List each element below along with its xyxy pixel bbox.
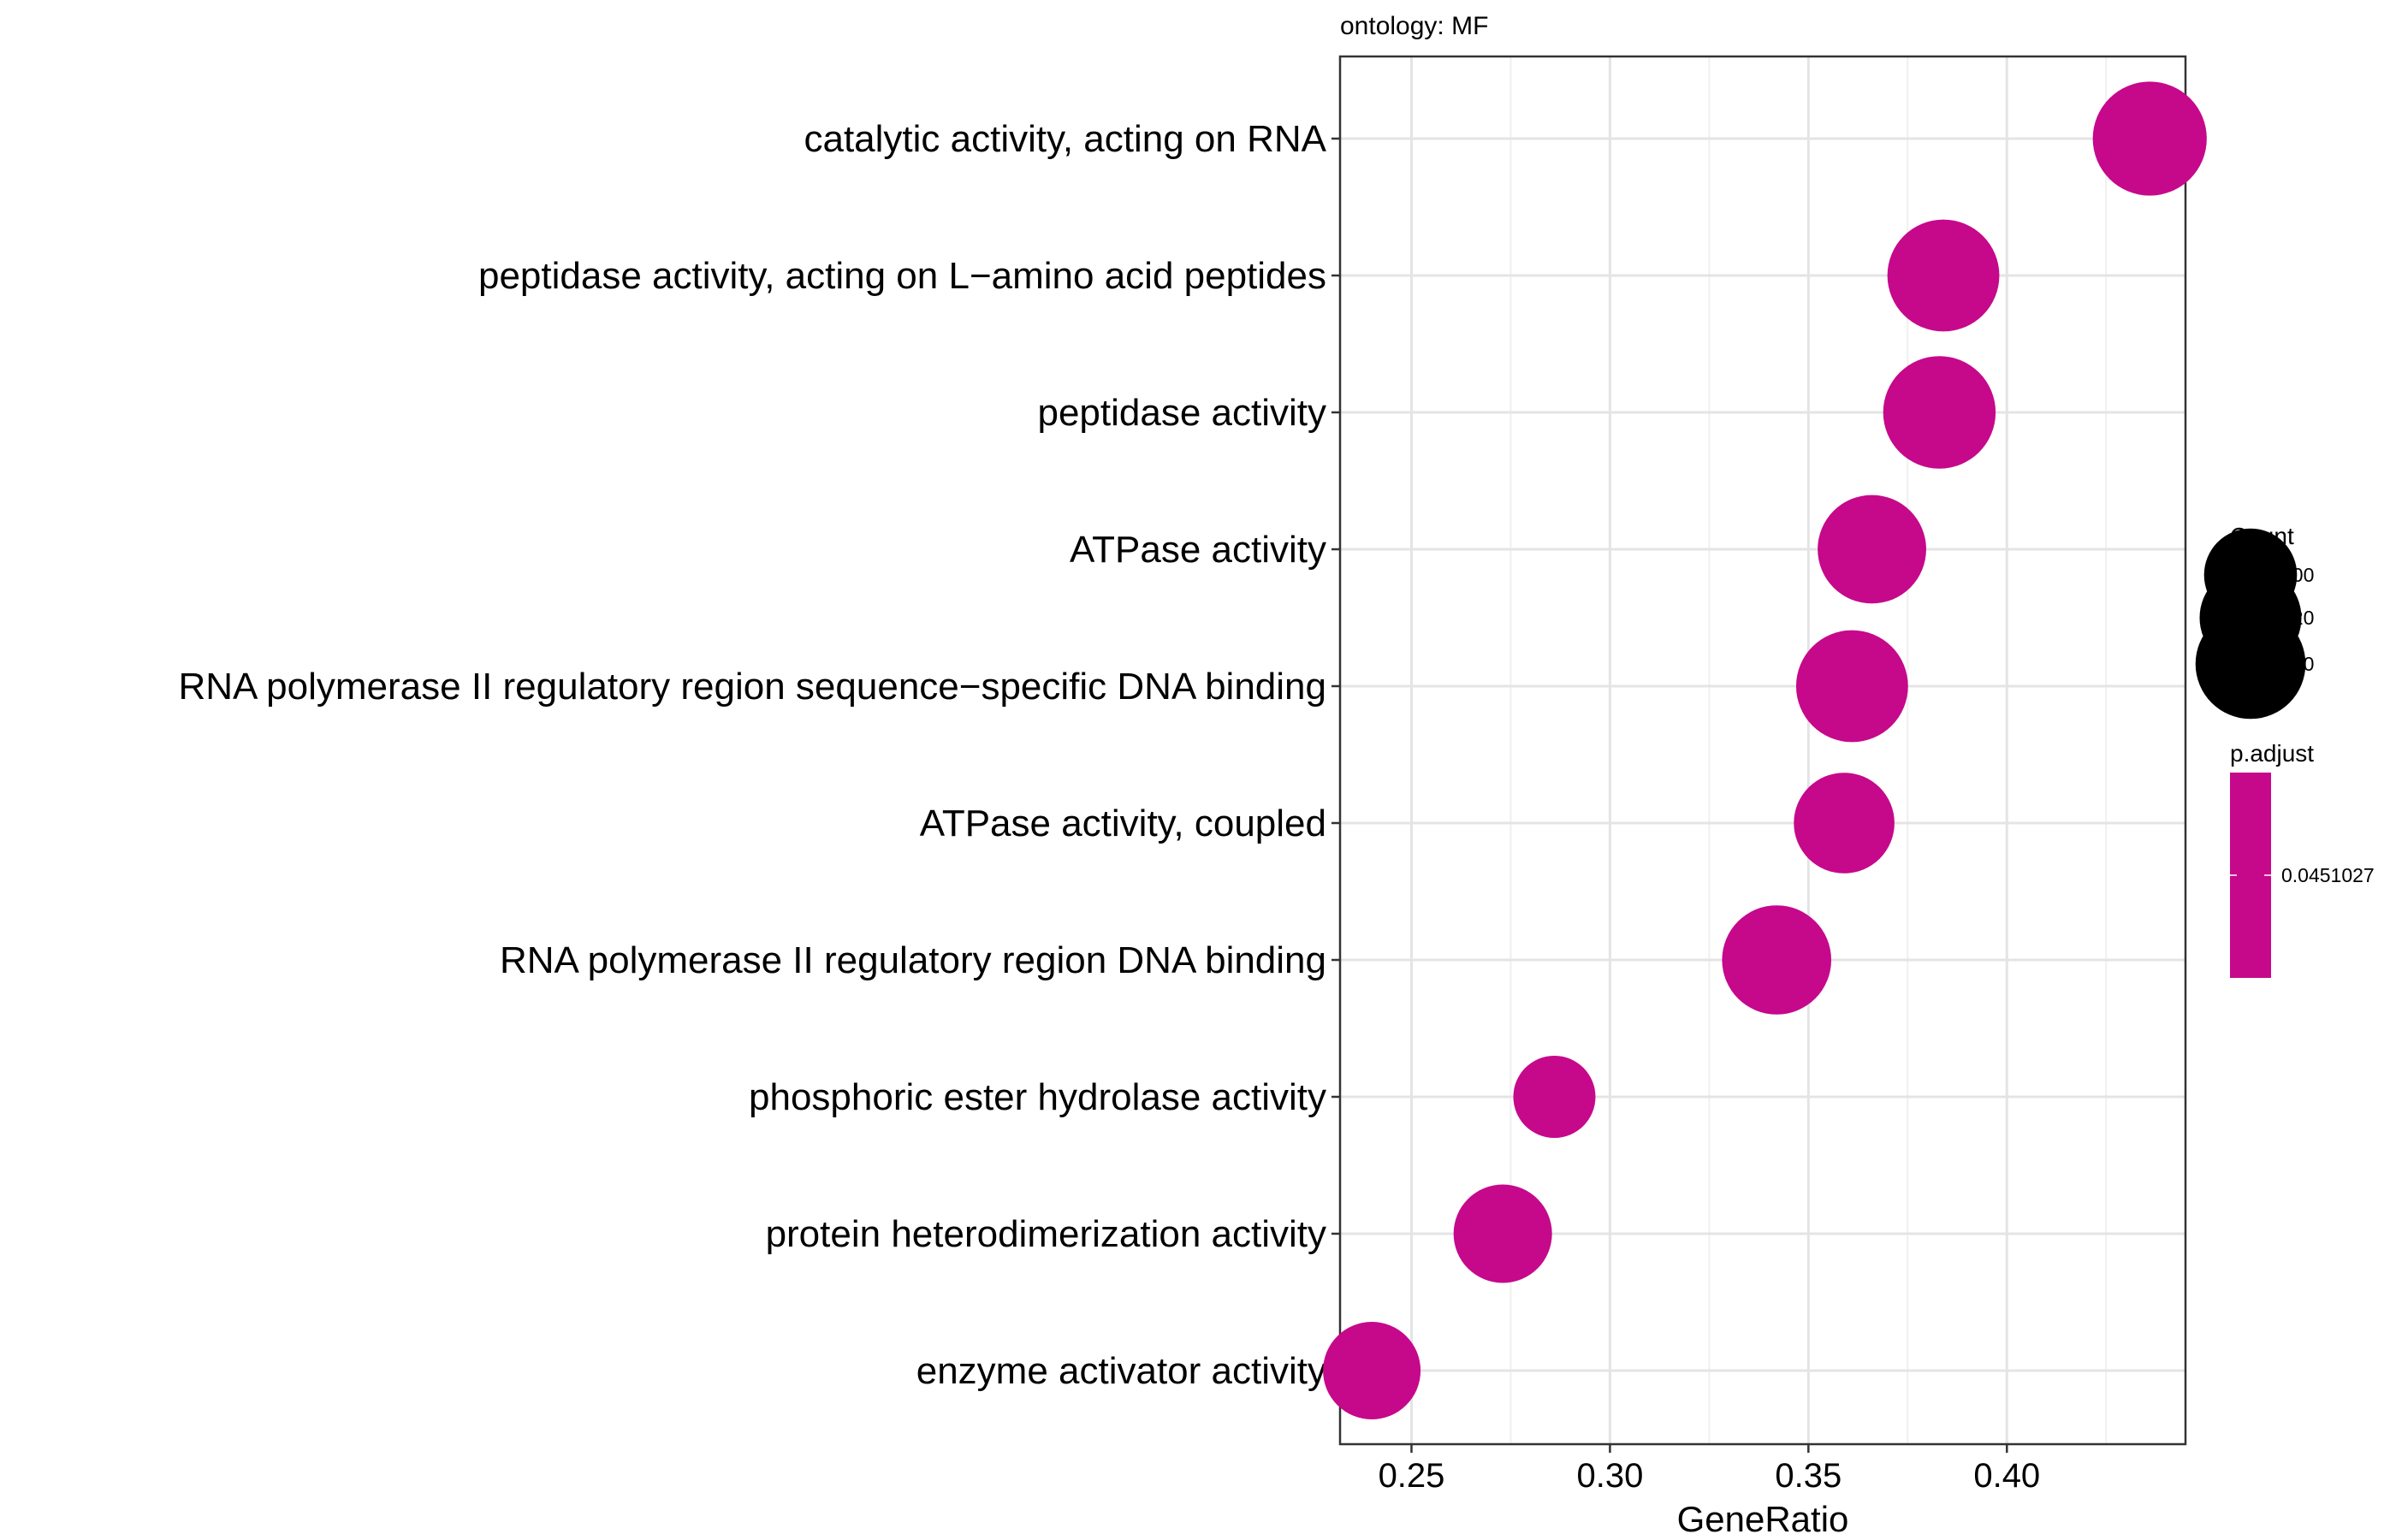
data-point (1818, 495, 1926, 604)
x-axis-label: GeneRatio (1677, 1499, 1849, 1539)
data-point (2092, 81, 2207, 196)
data-point (1453, 1184, 1552, 1283)
x-tick-label: 0.30 (1576, 1457, 1643, 1495)
y-tick-label: catalytic activity, acting on RNA (804, 118, 1326, 160)
data-point (1883, 356, 1996, 469)
size-legend-dot (2195, 608, 2306, 720)
x-tick-label: 0.25 (1379, 1457, 1445, 1495)
legend-padjust-title: p.adjust (2230, 740, 2314, 767)
y-axis: catalytic activity, acting on RNA peptida… (178, 118, 1340, 1392)
dot-series (1323, 81, 2207, 1419)
plot-panel-border (1338, 55, 2187, 1446)
data-point (1513, 1056, 1596, 1138)
y-tick-label: RNA polymerase II regulatory region sequ… (178, 666, 1326, 708)
chart-title: ontology: MF (1340, 12, 1488, 40)
y-tick-label: protein heterodimerization activity (766, 1213, 1326, 1255)
data-point (1887, 219, 2000, 332)
grid-lines (1340, 56, 2185, 1444)
colorbar-label: 0.0451027 (2281, 864, 2375, 886)
y-tick-label: peptidase activity, acting on L−amino ac… (478, 255, 1326, 297)
data-point (1323, 1322, 1421, 1419)
y-tick-label: phosphoric ester hydrolase activity (749, 1076, 1326, 1118)
x-tick-label: 0.35 (1775, 1457, 1841, 1495)
x-axis: 0.25 0.30 0.35 0.40 (1379, 1444, 2040, 1495)
y-tick-label: RNA polymerase II regulatory region DNA … (500, 939, 1326, 981)
y-tick-label: ATPase activity (1070, 529, 1326, 571)
data-point (1794, 773, 1895, 874)
x-tick-label: 0.40 (1973, 1457, 2040, 1495)
y-tick-label: peptidase activity (1037, 392, 1326, 434)
y-tick-label: ATPase activity, coupled (920, 803, 1326, 844)
size-legend-label: 140 (2281, 653, 2314, 675)
y-tick-label: enzyme activator activity (916, 1350, 1326, 1392)
data-point (1722, 905, 1832, 1015)
data-point (1795, 630, 1908, 743)
